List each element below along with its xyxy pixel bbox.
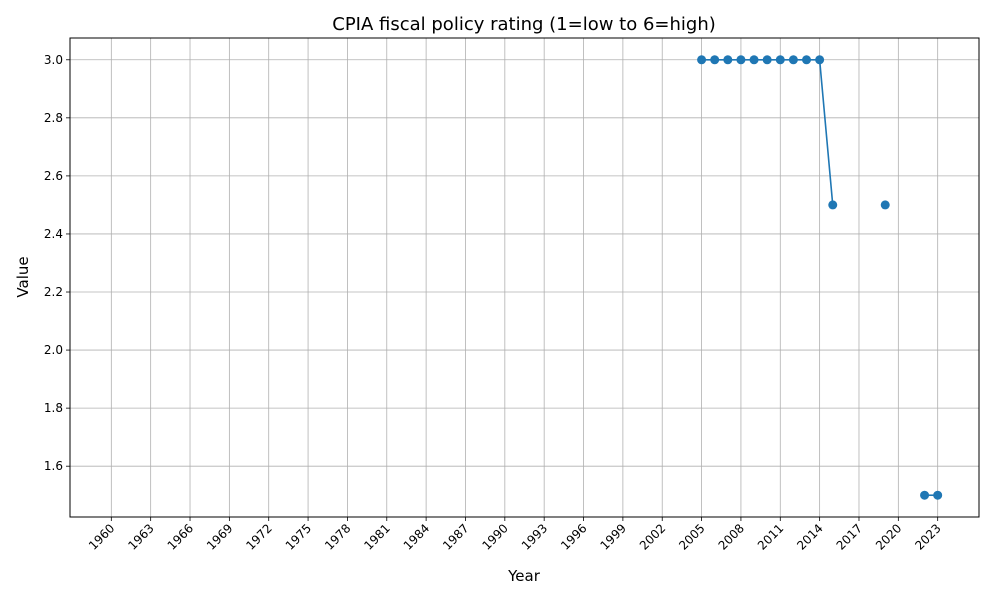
- grid: [70, 38, 979, 517]
- x-tick-label: 1984: [401, 521, 432, 552]
- x-tick-label: 2023: [912, 521, 943, 552]
- x-tick-label: 1972: [243, 521, 274, 552]
- data-point: [802, 55, 812, 65]
- data-point: [710, 55, 720, 65]
- x-axis-title: Year: [507, 567, 541, 585]
- y-tick-label: 1.6: [44, 459, 63, 473]
- x-tick-label: 1999: [597, 521, 628, 552]
- x-tick-label: 1990: [479, 521, 510, 552]
- plot-area-frame: [69, 37, 980, 518]
- data-point: [880, 200, 890, 210]
- series-points: [697, 55, 943, 500]
- x-tick-label: 1987: [440, 521, 471, 552]
- x-tick-label: 1969: [204, 521, 235, 552]
- y-tick-label: 2.0: [44, 343, 63, 357]
- x-tick-label: 2011: [755, 521, 786, 552]
- x-axis: 1960 1963 1966 1969 1972 1975 1978 1981 1984 1987…: [86, 517, 944, 553]
- data-point: [697, 55, 707, 65]
- x-tick-label: 1981: [361, 521, 392, 552]
- x-tick-label: 2002: [637, 521, 668, 552]
- y-axis-title: Value: [14, 256, 32, 297]
- data-point: [723, 55, 733, 65]
- data-point: [828, 200, 838, 210]
- y-tick-label: 1.8: [44, 401, 63, 415]
- x-tick-label: 2008: [716, 521, 747, 552]
- x-tick-label: 2020: [873, 521, 904, 552]
- x-tick-label: 1966: [165, 521, 196, 552]
- x-tick-label: 2014: [794, 521, 825, 552]
- x-tick-label: 2017: [834, 521, 865, 552]
- y-tick-label: 3.0: [44, 53, 63, 67]
- data-point: [933, 490, 943, 500]
- x-tick-label: 1963: [125, 521, 156, 552]
- data-point: [788, 55, 798, 65]
- data-point: [736, 55, 746, 65]
- x-tick-label: 1975: [283, 521, 314, 552]
- data-point: [815, 55, 825, 65]
- x-tick-label: 1993: [519, 521, 550, 552]
- chart-title: CPIA fiscal policy rating (1=low to 6=hi…: [332, 14, 716, 35]
- data-point: [762, 55, 772, 65]
- x-tick-label: 1978: [322, 521, 353, 552]
- data-point: [749, 55, 759, 65]
- y-tick-label: 2.8: [44, 111, 63, 125]
- y-tick-label: 2.2: [44, 285, 63, 299]
- y-axis: 1.6 1.8 2.0 2.2 2.4 2.6 2.8 3.0: [44, 53, 70, 473]
- series-line-segment: [701, 58, 834, 205]
- y-tick-label: 2.4: [44, 227, 63, 241]
- data-point: [920, 490, 930, 500]
- y-tick-label: 2.6: [44, 169, 63, 183]
- x-tick-label: 2005: [676, 521, 707, 552]
- x-tick-label: 1996: [558, 521, 589, 552]
- x-tick-label: 1960: [86, 521, 117, 552]
- data-point: [775, 55, 785, 65]
